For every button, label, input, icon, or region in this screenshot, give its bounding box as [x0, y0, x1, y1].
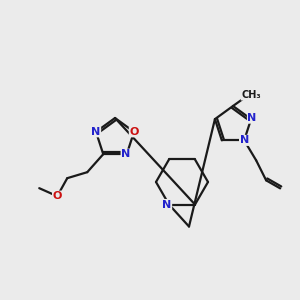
Text: CH₃: CH₃ — [241, 90, 261, 100]
Text: O: O — [129, 127, 139, 137]
Text: N: N — [248, 113, 257, 123]
Text: N: N — [162, 200, 172, 209]
Text: N: N — [121, 149, 130, 159]
Text: N: N — [92, 127, 100, 137]
Text: N: N — [239, 135, 249, 146]
Text: O: O — [52, 191, 62, 201]
